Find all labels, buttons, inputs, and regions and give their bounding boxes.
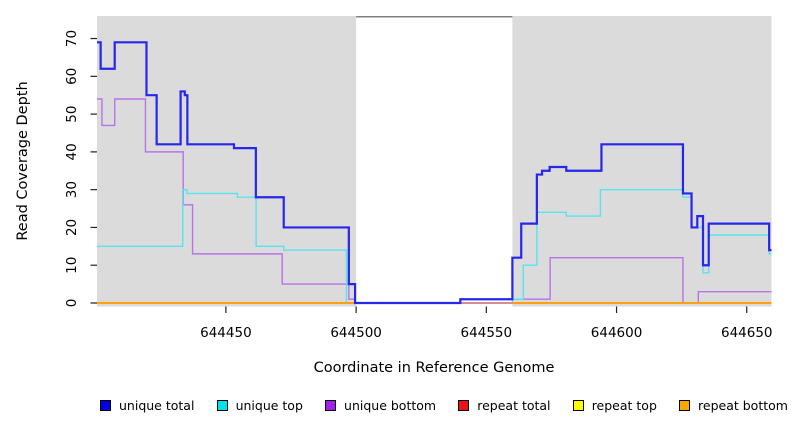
legend-item-unique-bottom: unique bottom — [325, 398, 436, 413]
legend-label: repeat total — [477, 398, 551, 413]
x-tick-label: 644600 — [591, 325, 643, 341]
y-tick-label: 30 — [64, 181, 80, 198]
x-tick-label: 644550 — [461, 325, 513, 341]
y-tick-label: 60 — [64, 68, 80, 85]
y-tick-label: 0 — [64, 299, 80, 308]
panel-background — [512, 16, 772, 307]
legend-swatch-unique-total — [100, 400, 111, 411]
axes: 644450 644500 644550 644600 644650 0 10 20 30 40 5… — [64, 30, 773, 341]
x-tick-label: 644650 — [721, 325, 773, 341]
y-tick-label: 70 — [64, 30, 80, 47]
legend-label: repeat top — [591, 398, 657, 413]
legend-item-unique-top: unique top — [216, 398, 303, 413]
legend-swatch-repeat-total — [458, 400, 470, 411]
legend-swatch-unique-bottom — [325, 400, 337, 411]
legend-label: unique bottom — [344, 398, 437, 413]
legend-item-repeat-top: repeat top — [572, 398, 657, 413]
legend-swatch-repeat-bottom — [679, 400, 691, 411]
y-tick-label: 40 — [64, 143, 80, 160]
panel-background — [97, 16, 357, 307]
legend-swatch-repeat-top — [572, 400, 584, 411]
x-tick-label: 644450 — [200, 325, 252, 341]
x-axis-title: Coordinate in Reference Genome — [314, 360, 555, 376]
y-tick-label: 20 — [64, 219, 80, 236]
legend-swatch-unique-top — [216, 400, 228, 411]
series-unique-bottom-line — [97, 98, 772, 304]
y-axis-title: Read Coverage Depth — [15, 81, 31, 240]
x-tick-label: 644500 — [330, 325, 382, 341]
legend-item-repeat-bottom: repeat bottom — [679, 398, 788, 413]
series-lines — [97, 41, 772, 305]
legend-label: unique total — [119, 398, 195, 413]
y-tick-label: 50 — [64, 106, 80, 123]
legend-item-unique-total: unique total — [100, 398, 194, 413]
legend-label: repeat bottom — [698, 398, 788, 413]
plot-panels — [97, 16, 772, 307]
legend-label: unique top — [235, 398, 303, 413]
series-unique-total-line — [97, 41, 772, 305]
y-tick-label: 10 — [64, 257, 80, 274]
legend-item-repeat-total: repeat total — [458, 398, 551, 413]
legend: unique total unique top unique bottom repea… — [100, 398, 788, 413]
